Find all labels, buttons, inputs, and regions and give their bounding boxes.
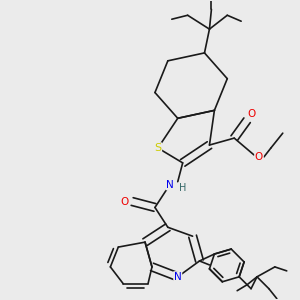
Text: N: N [174, 272, 182, 282]
Text: O: O [247, 109, 255, 119]
Text: O: O [255, 152, 263, 162]
Text: O: O [120, 196, 128, 206]
Text: N: N [166, 180, 174, 190]
Text: H: H [179, 183, 186, 193]
Text: S: S [154, 143, 161, 153]
